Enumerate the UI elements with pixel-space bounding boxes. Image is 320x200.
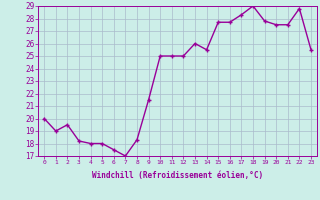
X-axis label: Windchill (Refroidissement éolien,°C): Windchill (Refroidissement éolien,°C)	[92, 171, 263, 180]
